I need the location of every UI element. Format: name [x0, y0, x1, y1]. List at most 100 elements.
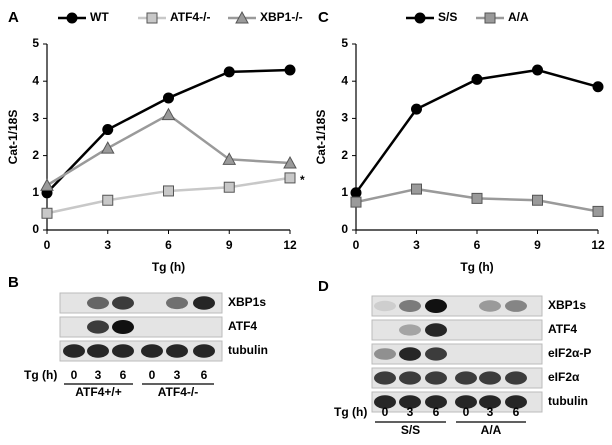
- blot-band: [425, 371, 447, 385]
- y-tick-label: 2: [32, 148, 39, 162]
- x-axis-label: Tg (h): [152, 260, 185, 274]
- lane-label: 3: [407, 405, 414, 419]
- panel-label: B: [8, 274, 19, 291]
- y-tick-label: 1: [341, 185, 348, 199]
- blot-row-label: ATF4: [228, 319, 257, 333]
- blot-band: [166, 344, 188, 358]
- lane-label: 0: [382, 405, 389, 419]
- lane-label: 6: [513, 405, 520, 419]
- marker: [471, 73, 483, 85]
- legend-label: S/S: [438, 10, 457, 24]
- blot-band: [87, 344, 109, 358]
- x-tick-label: 6: [474, 238, 481, 252]
- lane-label: 3: [95, 368, 102, 382]
- lane-label: 6: [433, 405, 440, 419]
- y-tick-label: 3: [32, 111, 39, 125]
- blot-band: [63, 344, 85, 358]
- marker: [223, 181, 235, 193]
- marker: [102, 124, 114, 136]
- x-tick-label: 0: [44, 238, 51, 252]
- x-tick-label: 0: [353, 238, 360, 252]
- blot-row-label: eIF2α: [548, 370, 580, 384]
- x-tick-label: 3: [413, 238, 420, 252]
- blot-band: [112, 320, 134, 334]
- marker: [41, 207, 53, 219]
- group-label: S/S: [401, 423, 420, 437]
- y-tick-label: 2: [341, 148, 348, 162]
- marker: [411, 103, 422, 115]
- lane-label: 6: [120, 368, 127, 382]
- group-label: A/A: [481, 423, 502, 437]
- panel-label: A: [8, 9, 19, 26]
- blot-strip: [371, 319, 543, 341]
- group-label: ATF4-/-: [158, 385, 198, 399]
- blot-axis-label: Tg (h): [334, 405, 367, 419]
- marker: [146, 12, 158, 24]
- marker: [350, 187, 362, 199]
- marker: [40, 178, 54, 191]
- blot-band: [455, 395, 477, 409]
- marker: [284, 64, 296, 76]
- blot-band: [112, 296, 134, 310]
- blot-band: [87, 320, 109, 334]
- marker: [284, 172, 296, 184]
- blot-band: [399, 347, 421, 361]
- blot-band: [374, 395, 396, 409]
- marker: [471, 192, 483, 204]
- blot-row-label: tubulin: [228, 343, 268, 357]
- blot-band: [399, 300, 421, 312]
- x-axis-label: Tg (h): [460, 260, 493, 274]
- blot-band: [193, 296, 215, 310]
- x-tick-label: 9: [534, 238, 541, 252]
- marker: [350, 196, 362, 208]
- blot-band: [425, 347, 447, 361]
- y-tick-label: 5: [341, 36, 348, 50]
- blot-row-label: ATF4: [548, 322, 577, 336]
- blot-band: [455, 371, 477, 385]
- blot-band: [479, 395, 501, 409]
- marker: [283, 155, 297, 169]
- blot-band: [479, 371, 501, 385]
- x-tick-label: 6: [165, 238, 172, 252]
- blot-band: [399, 395, 421, 409]
- y-tick-label: 0: [32, 222, 39, 236]
- y-tick-label: 5: [32, 36, 39, 50]
- blot-strip: [371, 343, 543, 365]
- blot-row-label: XBP1s: [228, 295, 266, 309]
- legend-label: A/A: [508, 10, 529, 24]
- marker: [66, 12, 78, 24]
- lane-label: 0: [463, 405, 470, 419]
- blot-band: [374, 371, 396, 385]
- legend-label: XBP1-/-: [260, 10, 303, 24]
- blot-band: [193, 344, 215, 358]
- annotation: *: [300, 173, 305, 187]
- blot-row-label: XBP1s: [548, 298, 586, 312]
- blot-band: [374, 348, 396, 360]
- marker: [163, 92, 174, 104]
- x-tick-label: 12: [283, 238, 297, 252]
- marker: [100, 141, 115, 154]
- blot-band: [374, 300, 396, 312]
- line: [46, 68, 291, 194]
- lane-label: 3: [174, 368, 181, 382]
- marker: [223, 66, 235, 78]
- y-tick-label: 4: [341, 73, 348, 87]
- y-axis-label: Cat-1/18S: [6, 110, 20, 165]
- panel-label: C: [318, 9, 329, 26]
- blot-band: [141, 344, 163, 358]
- marker: [592, 205, 604, 217]
- y-axis-label: Cat-1/18S: [314, 110, 328, 165]
- marker: [102, 194, 114, 206]
- marker: [235, 10, 249, 24]
- marker: [411, 183, 422, 195]
- y-tick-label: 3: [341, 111, 348, 125]
- y-tick-label: 4: [32, 73, 39, 87]
- x-tick-label: 9: [226, 238, 233, 252]
- legend-label: WT: [90, 10, 109, 24]
- blot-axis-label: Tg (h): [24, 368, 57, 382]
- blot-row-label: eIF2α-P: [548, 346, 591, 360]
- blot-band: [425, 323, 447, 337]
- blot-band: [505, 395, 527, 409]
- line: [46, 113, 291, 187]
